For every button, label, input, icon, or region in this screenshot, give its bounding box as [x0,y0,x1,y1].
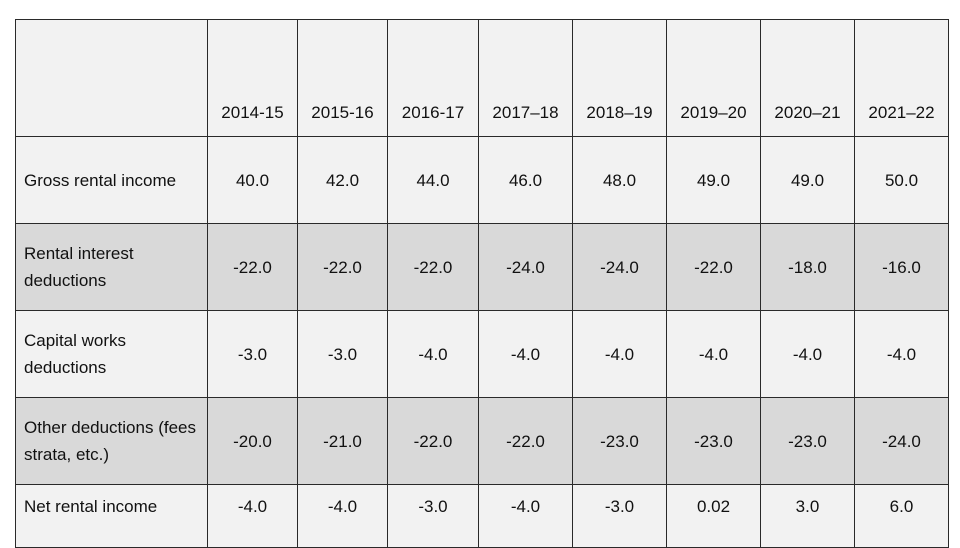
row-label: Other deductions (fees strata, etc.) [15,397,208,485]
table-cell: -4.0 [207,484,298,548]
table-cell: -16.0 [854,223,949,311]
row-label: Capital works deductions [15,310,208,398]
year-header: 2016-17 [387,19,479,137]
table-cell: -24.0 [572,223,667,311]
table-cell: 50.0 [854,136,949,224]
table-cell: -3.0 [297,310,388,398]
table-cell: -23.0 [666,397,761,485]
table-row-other-deductions: Other deductions (fees strata, etc.) -20… [15,397,949,485]
table-cell: -24.0 [854,397,949,485]
table-cell: 42.0 [297,136,388,224]
table-cell: -4.0 [478,484,573,548]
table-cell: -4.0 [478,310,573,398]
table-cell: 3.0 [760,484,855,548]
table-cell: -22.0 [478,397,573,485]
year-header: 2014-15 [207,19,298,137]
table-cell: -3.0 [572,484,667,548]
table-cell: 6.0 [854,484,949,548]
table-cell: -23.0 [760,397,855,485]
table-cell: -22.0 [207,223,298,311]
table-cell: 49.0 [666,136,761,224]
table-cell: -3.0 [387,484,479,548]
year-header: 2017–18 [478,19,573,137]
table-row-gross-rental-income: Gross rental income 40.0 42.0 44.0 46.0 … [15,136,949,224]
table-cell: 44.0 [387,136,479,224]
table-cell: 0.02 [666,484,761,548]
table-cell: -23.0 [572,397,667,485]
table-cell: -4.0 [297,484,388,548]
table-row-capital-works-deductions: Capital works deductions -3.0 -3.0 -4.0 … [15,310,949,398]
table-cell: -22.0 [666,223,761,311]
table-row-rental-interest-deductions: Rental interest deductions -22.0 -22.0 -… [15,223,949,311]
year-header: 2015-16 [297,19,388,137]
row-label: Gross rental income [15,136,208,224]
table-cell: -22.0 [387,397,479,485]
header-row: 2014-15 2015-16 2016-17 2017–18 2018–19 … [15,19,949,137]
table-cell: -20.0 [207,397,298,485]
table-cell: -18.0 [760,223,855,311]
table-cell: -4.0 [387,310,479,398]
table-cell: 49.0 [760,136,855,224]
table-cell: -4.0 [666,310,761,398]
table-cell: -4.0 [760,310,855,398]
year-header: 2020–21 [760,19,855,137]
corner-cell [15,19,208,137]
year-header: 2021–22 [854,19,949,137]
table-cell: -22.0 [297,223,388,311]
table-cell: -4.0 [854,310,949,398]
rental-income-table: 2014-15 2015-16 2016-17 2017–18 2018–19 … [15,19,949,548]
table-cell: -3.0 [207,310,298,398]
row-label: Rental interest deductions [15,223,208,311]
table-cell: -4.0 [572,310,667,398]
row-label: Net rental income [15,484,208,548]
table-cell: -22.0 [387,223,479,311]
table-cell: -21.0 [297,397,388,485]
table-cell: 48.0 [572,136,667,224]
year-header: 2019–20 [666,19,761,137]
year-header: 2018–19 [572,19,667,137]
table-cell: 46.0 [478,136,573,224]
table-row-net-rental-income: Net rental income -4.0 -4.0 -3.0 -4.0 -3… [15,484,949,548]
table-cell: 40.0 [207,136,298,224]
table-cell: -24.0 [478,223,573,311]
